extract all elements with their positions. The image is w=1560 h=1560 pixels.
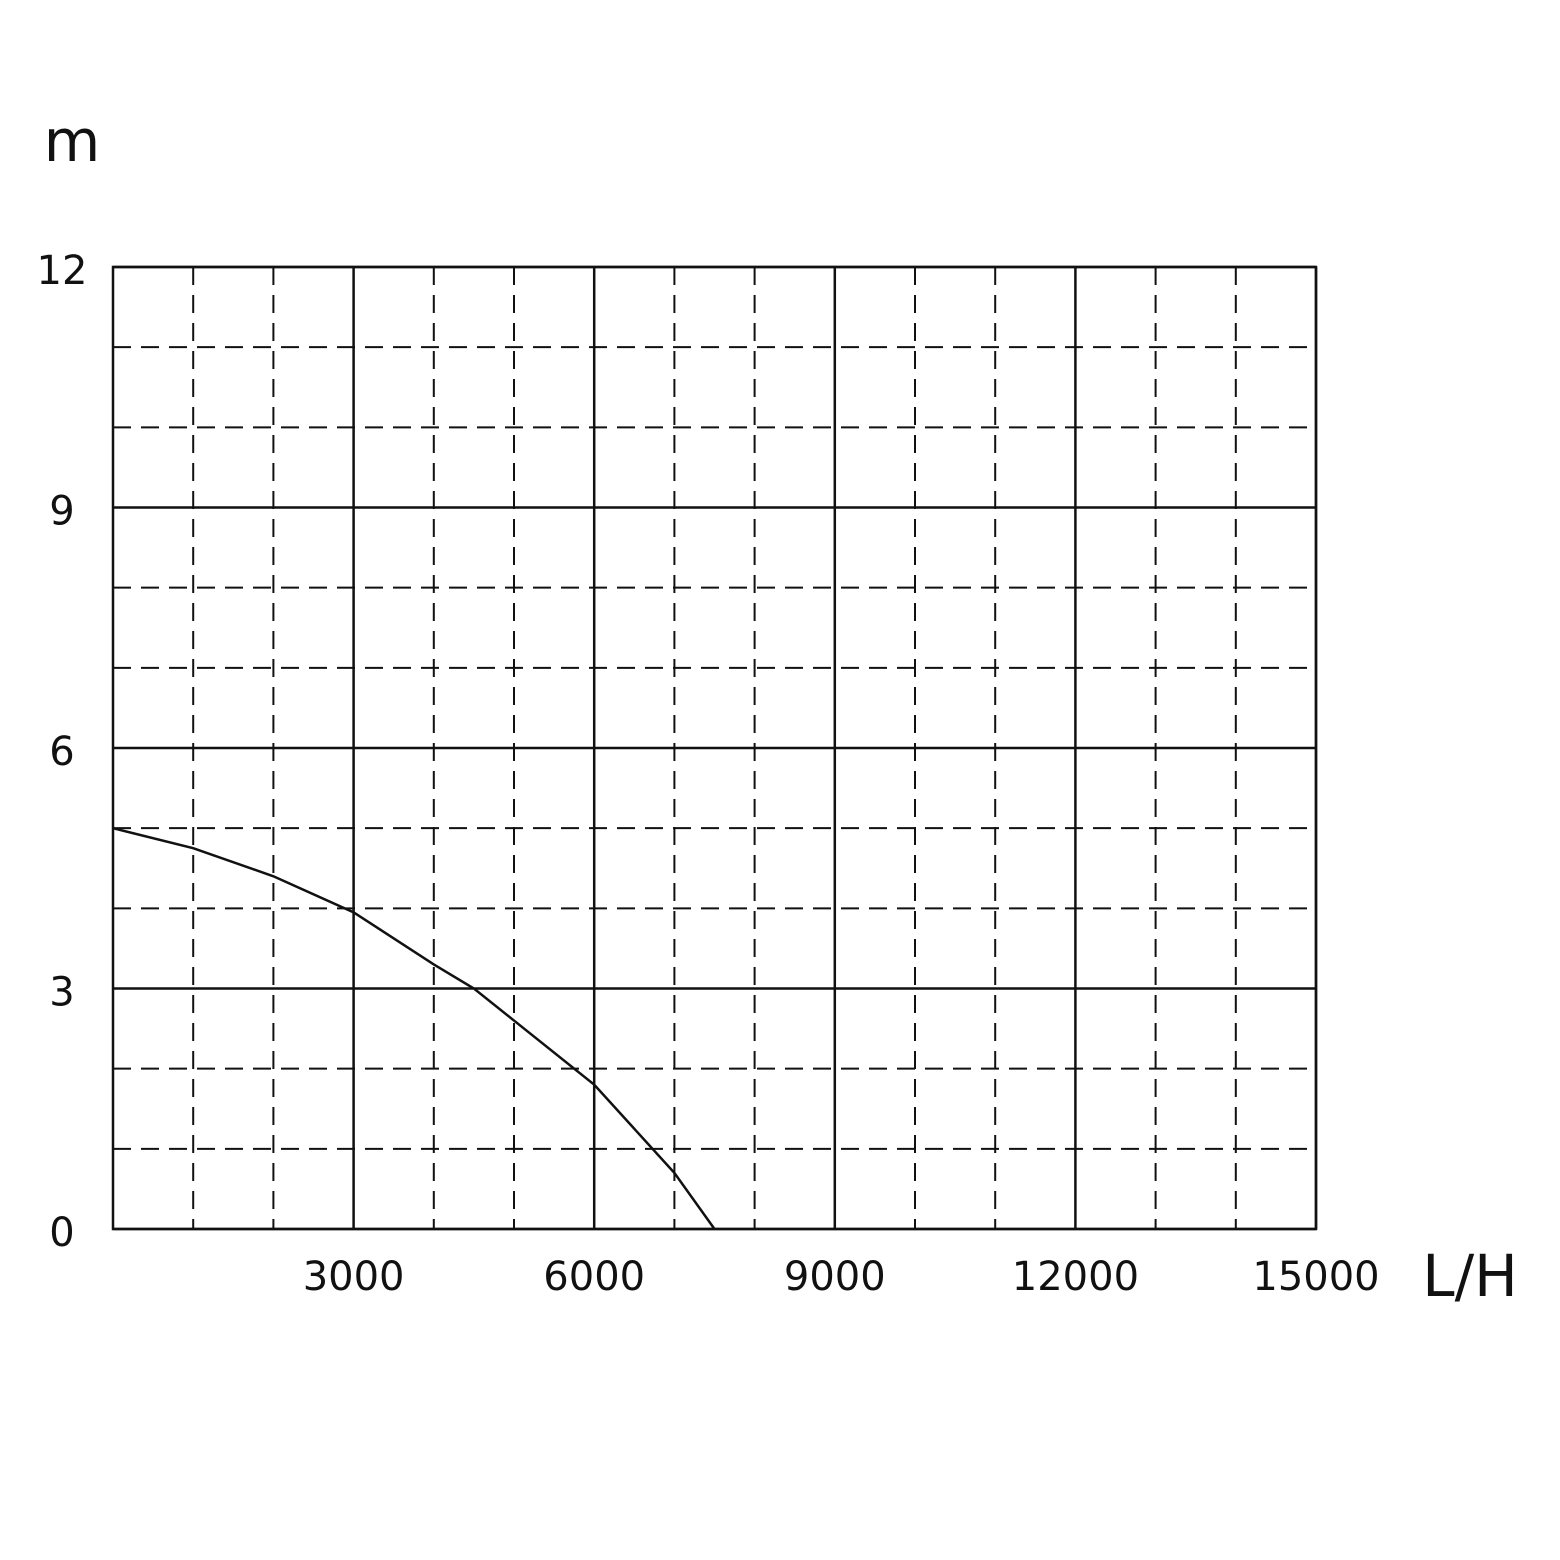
y-axis-label: m [44, 107, 101, 175]
y-tick-label: 0 [49, 1210, 74, 1256]
y-tick-label: 9 [49, 489, 74, 535]
x-tick-label: 12000 [1012, 1254, 1139, 1300]
x-tick-label: 15000 [1252, 1254, 1379, 1300]
x-tick-label: 9000 [784, 1254, 886, 1300]
y-tick-label: 6 [49, 729, 74, 775]
x-tick-label: 6000 [543, 1254, 645, 1300]
x-tick-label: 3000 [303, 1254, 405, 1300]
x-axis-label: L/H [1422, 1242, 1517, 1310]
y-tick-label: 12 [37, 248, 88, 294]
line-series [112, 826, 716, 1230]
y-tick-label: 3 [49, 970, 74, 1016]
